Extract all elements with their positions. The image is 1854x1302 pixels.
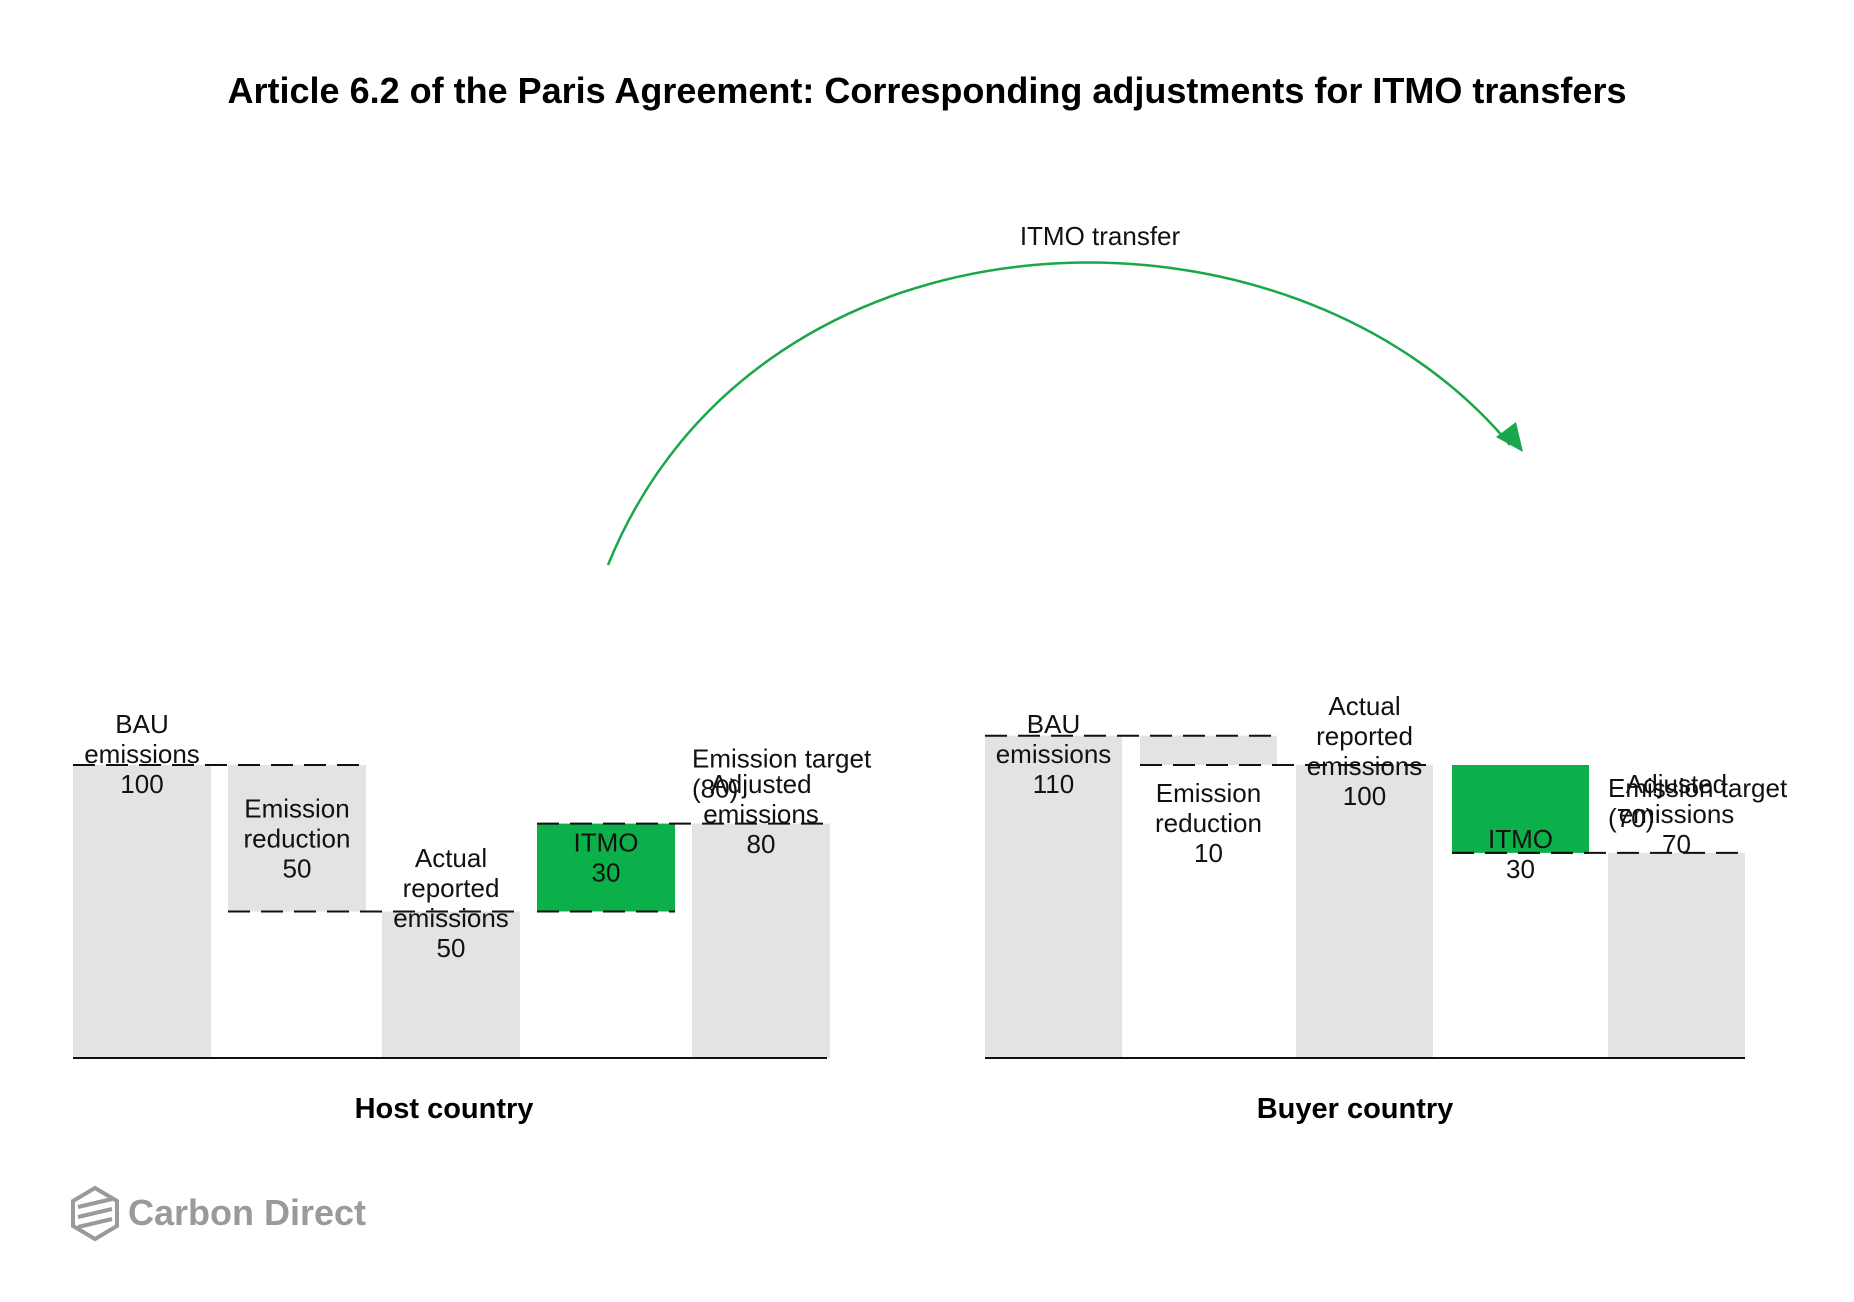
buyer-bar-itmo bbox=[1452, 765, 1589, 853]
buyer-label-itmo: ITMO 30 bbox=[1488, 824, 1553, 884]
buyer-label-reduction: Emission reduction 10 bbox=[1155, 778, 1262, 868]
itmo-transfer-label: ITMO transfer bbox=[1020, 221, 1181, 251]
carbon-direct-logo-text: Carbon Direct bbox=[128, 1192, 366, 1233]
buyer-bar-actual bbox=[1296, 765, 1433, 1058]
host-label-reduction: Emission reduction 50 bbox=[244, 793, 351, 883]
host-label-adjusted: Adjusted emissions 80 bbox=[703, 769, 819, 859]
carbon-direct-logo-stripe-1 bbox=[77, 1197, 113, 1209]
host-bar-bau bbox=[73, 765, 211, 1058]
host-bar-actual bbox=[382, 911, 520, 1058]
buyer-label-bau: BAU emissions 110 bbox=[996, 709, 1112, 799]
buyer-bar-bau bbox=[985, 735, 1122, 1058]
buyer-bar-reduction bbox=[1140, 735, 1277, 765]
host-group-label: Host country bbox=[355, 1093, 534, 1125]
buyer-group-label: Buyer country bbox=[1257, 1093, 1454, 1125]
host-bar-itmo bbox=[537, 823, 675, 912]
carbon-direct-logo-stripe-3 bbox=[77, 1217, 113, 1229]
host-bar-adjusted bbox=[692, 823, 830, 1058]
host-target-label: Emission target (80) bbox=[692, 744, 872, 804]
itmo-transfer-arrowhead bbox=[1496, 422, 1523, 452]
host-label-itmo: ITMO 30 bbox=[574, 828, 639, 888]
itmo-transfer-arrow bbox=[606, 261, 1511, 566]
carbon-direct-logo-stripe-2 bbox=[77, 1207, 113, 1219]
host-bar-reduction bbox=[228, 765, 366, 912]
host-label-bau: BAU emissions 100 bbox=[84, 709, 200, 799]
buyer-label-adjusted: Adjusted emissions 70 bbox=[1619, 769, 1735, 859]
buyer-target-label: Emission target (70) bbox=[1608, 773, 1788, 833]
buyer-bar-adjusted bbox=[1608, 852, 1745, 1058]
buyer-label-actual: Actual reported emissions 100 bbox=[1307, 691, 1423, 811]
carbon-direct-logo-icon bbox=[71, 1185, 119, 1242]
host-label-actual: Actual reported emissions 50 bbox=[393, 843, 509, 963]
chart-title: Article 6.2 of the Paris Agreement: Corr… bbox=[227, 70, 1627, 111]
